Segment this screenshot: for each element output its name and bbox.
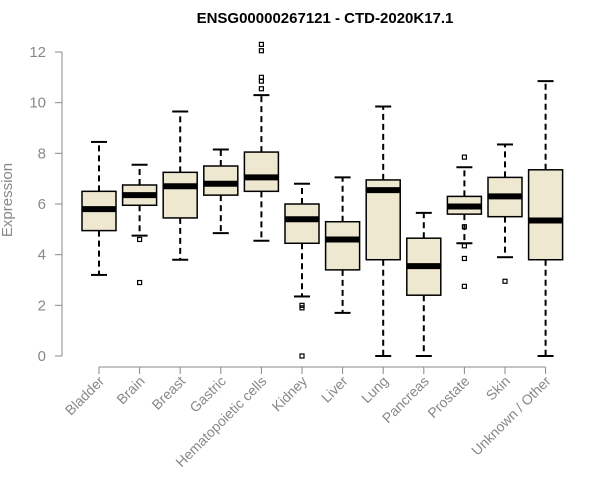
iqr-box xyxy=(365,179,401,261)
y-tick-label: 4 xyxy=(38,247,46,264)
iqr-box xyxy=(162,171,198,219)
outlier-point xyxy=(461,283,467,289)
outlier-point xyxy=(502,278,508,284)
y-tick-label: 12 xyxy=(29,44,46,61)
iqr-box xyxy=(243,151,280,193)
box-breast xyxy=(162,110,198,261)
box-liver xyxy=(324,176,361,314)
x-tick-label: Breast xyxy=(148,373,188,413)
outlier-point xyxy=(461,154,467,160)
outlier-point xyxy=(461,243,467,249)
box-skin xyxy=(487,143,523,284)
box-pancreas xyxy=(406,211,442,357)
box-hematopoietic-cells xyxy=(243,41,280,242)
x-tick-label: Liver xyxy=(318,373,351,406)
outlier-point xyxy=(137,279,143,286)
iqr-box xyxy=(284,203,320,245)
outlier-point xyxy=(299,302,305,308)
x-tick-label: Prostate xyxy=(424,373,472,421)
y-tick-label: 8 xyxy=(38,145,46,162)
iqr-box xyxy=(324,220,361,271)
box-gastric xyxy=(203,148,239,235)
outlier-point xyxy=(461,255,467,262)
outlier-point xyxy=(299,353,305,359)
outlier-point xyxy=(258,48,264,54)
iqr-box xyxy=(527,169,564,261)
box-series xyxy=(81,41,564,359)
outlier-point xyxy=(258,41,264,48)
y-tick-label: 0 xyxy=(38,348,46,365)
y-tick-label: 2 xyxy=(38,297,46,314)
x-tick-label: Skin xyxy=(483,373,514,404)
y-tick-label: 6 xyxy=(38,196,46,213)
y-tick-label: 10 xyxy=(29,95,46,112)
iqr-box xyxy=(203,165,239,196)
x-tick-label: Bladder xyxy=(62,373,108,419)
x-tick-label: Kidney xyxy=(269,373,311,415)
box-unknown-other xyxy=(527,80,564,357)
chart-title: ENSG00000267121 - CTD-2020K17.1 xyxy=(197,10,454,27)
outlier-point xyxy=(258,74,264,80)
outlier-point xyxy=(258,86,264,92)
box-brain xyxy=(121,163,158,286)
box-kidney xyxy=(284,182,320,359)
x-tick-label: Lung xyxy=(358,373,391,406)
box-prostate xyxy=(446,154,483,289)
box-lung xyxy=(365,105,401,357)
outlier-point xyxy=(137,236,143,243)
x-tick-label: Brain xyxy=(113,373,147,407)
y-axis: 0 2 4 6 8 10 12 xyxy=(29,44,63,365)
y-axis-label: Expression xyxy=(0,163,16,237)
box-bladder xyxy=(81,140,117,276)
outlier-point xyxy=(461,224,467,230)
